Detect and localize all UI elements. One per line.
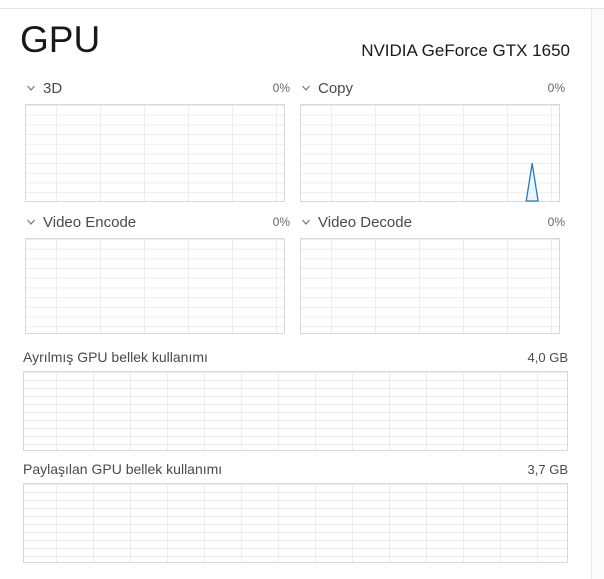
chart-dedicated-memory-plot bbox=[23, 371, 568, 451]
chevron-down-icon[interactable] bbox=[301, 83, 311, 93]
chart-video-encode-plot bbox=[25, 238, 285, 334]
chart-copy-value: 0% bbox=[547, 81, 565, 95]
chart-3d-header: 3D 0% bbox=[25, 78, 290, 98]
dedicated-memory-label: Ayrılmış GPU bellek kullanımı bbox=[23, 349, 208, 365]
chart-video-decode-label: Video Decode bbox=[318, 213, 412, 231]
chart-video-encode-header: Video Encode 0% bbox=[25, 212, 290, 232]
top-divider bbox=[0, 8, 604, 9]
gpu-device-name: NVIDIA GeForce GTX 1650 bbox=[361, 41, 570, 60]
chart-video-encode-label: Video Encode bbox=[43, 213, 137, 231]
chart-video-decode-header: Video Decode 0% bbox=[300, 212, 565, 232]
chart-copy-plot bbox=[300, 104, 560, 202]
dedicated-memory-value: 4,0 GB bbox=[527, 349, 568, 365]
chart-3d-plot bbox=[25, 104, 285, 202]
chart-dedicated-memory-header: Ayrılmış GPU bellek kullanımı 4,0 GB bbox=[23, 347, 568, 367]
chevron-down-icon[interactable] bbox=[301, 217, 311, 227]
chevron-down-icon[interactable] bbox=[26, 217, 36, 227]
chart-video-decode-plot bbox=[300, 238, 560, 334]
chart-video-decode-value: 0% bbox=[547, 215, 565, 229]
vertical-scrollbar[interactable] bbox=[591, 9, 604, 579]
shared-memory-label: Paylaşılan GPU bellek kullanımı bbox=[23, 461, 223, 477]
chart-3d-label: 3D bbox=[43, 79, 63, 97]
copy-usage-spike bbox=[301, 105, 559, 201]
page-title: GPU bbox=[20, 19, 101, 60]
chart-3d-value: 0% bbox=[272, 81, 290, 95]
chart-video-encode-value: 0% bbox=[272, 215, 290, 229]
chart-shared-memory-header: Paylaşılan GPU bellek kullanımı 3,7 GB bbox=[23, 459, 568, 479]
chart-shared-memory-plot bbox=[23, 483, 568, 563]
chevron-down-icon[interactable] bbox=[26, 83, 36, 93]
shared-memory-value: 3,7 GB bbox=[527, 461, 568, 477]
chart-copy-header: Copy 0% bbox=[300, 78, 565, 98]
chart-copy-label: Copy bbox=[318, 79, 354, 97]
